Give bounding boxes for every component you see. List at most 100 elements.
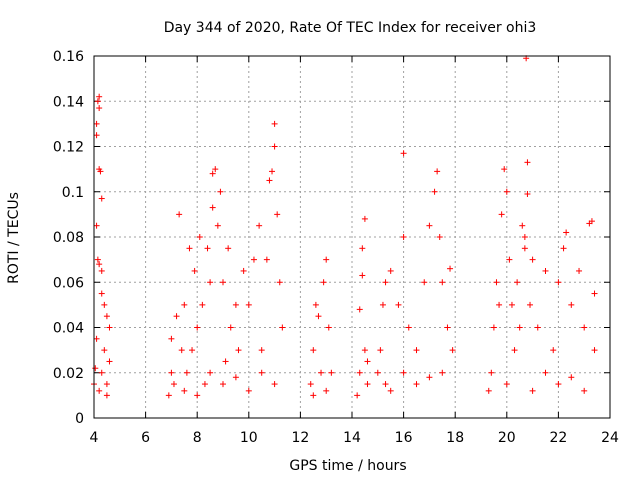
data-point bbox=[382, 381, 389, 388]
y-tick-label: 0.16 bbox=[53, 49, 84, 65]
data-point bbox=[591, 290, 598, 297]
data-point bbox=[527, 301, 534, 308]
data-point bbox=[439, 279, 446, 286]
data-point bbox=[503, 381, 510, 388]
x-axis-label: GPS time / hours bbox=[289, 458, 406, 474]
data-point bbox=[98, 195, 105, 202]
data-point bbox=[405, 324, 412, 331]
data-point bbox=[170, 381, 177, 388]
data-point bbox=[524, 159, 531, 166]
data-point bbox=[439, 369, 446, 376]
data-point bbox=[413, 347, 420, 354]
data-point bbox=[323, 256, 330, 263]
x-tick-label: 16 bbox=[395, 430, 413, 446]
data-point bbox=[209, 170, 216, 177]
x-tick-label: 10 bbox=[240, 430, 258, 446]
data-point bbox=[506, 256, 513, 263]
data-point bbox=[214, 222, 221, 229]
data-point bbox=[400, 234, 407, 240]
data-point bbox=[207, 369, 214, 376]
data-point bbox=[576, 267, 583, 274]
grid bbox=[94, 56, 610, 418]
data-point bbox=[534, 324, 541, 331]
data-point bbox=[94, 98, 101, 105]
data-point bbox=[568, 301, 575, 308]
x-tick-label: 8 bbox=[193, 430, 202, 446]
plot-frame bbox=[93, 55, 611, 419]
data-point bbox=[361, 347, 368, 354]
data-point bbox=[374, 369, 381, 376]
y-tick-label: 0.1 bbox=[62, 185, 84, 201]
data-point bbox=[436, 234, 443, 240]
data-point bbox=[400, 369, 407, 376]
data-point bbox=[431, 188, 438, 195]
data-point bbox=[382, 279, 389, 286]
data-point bbox=[96, 93, 103, 100]
data-point bbox=[449, 347, 456, 354]
y-tick-label: 0.02 bbox=[53, 366, 84, 382]
data-point bbox=[183, 369, 190, 376]
data-point bbox=[359, 245, 366, 252]
data-point bbox=[98, 290, 105, 297]
data-point bbox=[222, 358, 229, 365]
data-point bbox=[521, 245, 528, 252]
data-point bbox=[181, 301, 188, 308]
x-tick-label: 24 bbox=[601, 430, 619, 446]
data-point bbox=[101, 347, 108, 354]
data-point bbox=[271, 143, 278, 150]
data-point bbox=[379, 301, 386, 308]
data-point bbox=[400, 150, 407, 157]
data-point bbox=[498, 211, 505, 218]
data-point bbox=[225, 245, 232, 252]
data-point bbox=[269, 168, 276, 175]
x-tick-label: 14 bbox=[343, 430, 361, 446]
data-point bbox=[98, 369, 105, 376]
data-point bbox=[274, 211, 281, 218]
data-point bbox=[359, 272, 366, 279]
data-point bbox=[194, 392, 201, 399]
data-point bbox=[220, 381, 226, 388]
data-point bbox=[165, 392, 172, 399]
data-point bbox=[106, 324, 113, 331]
data-point bbox=[204, 245, 211, 252]
data-point bbox=[511, 347, 518, 354]
data-point bbox=[529, 387, 536, 394]
data-point bbox=[356, 369, 363, 376]
data-point bbox=[325, 324, 332, 331]
data-point bbox=[245, 387, 252, 394]
data-point bbox=[93, 335, 100, 342]
data-point bbox=[555, 381, 562, 388]
data-point bbox=[426, 374, 433, 381]
data-point bbox=[220, 279, 226, 286]
data-point bbox=[524, 191, 531, 198]
y-tick-label: 0.08 bbox=[53, 230, 84, 246]
data-point bbox=[354, 392, 361, 399]
data-point bbox=[542, 369, 549, 376]
y-tick-label: 0.12 bbox=[53, 140, 84, 156]
y-tick-label: 0.06 bbox=[53, 275, 84, 291]
data-point bbox=[98, 267, 105, 274]
data-point bbox=[207, 279, 214, 286]
data-point bbox=[568, 374, 575, 381]
data-point bbox=[315, 313, 322, 320]
data-point bbox=[232, 374, 239, 381]
data-point bbox=[328, 369, 335, 376]
x-tick-label: 6 bbox=[141, 430, 150, 446]
data-point bbox=[516, 324, 523, 331]
data-point bbox=[377, 347, 384, 354]
data-point bbox=[395, 301, 402, 308]
data-point bbox=[250, 256, 257, 263]
data-point bbox=[490, 324, 497, 331]
data-point bbox=[245, 301, 252, 308]
data-point bbox=[426, 222, 433, 229]
data-point bbox=[196, 234, 203, 240]
data-point bbox=[310, 392, 317, 399]
axis-ticks: 4 6 8 10 12 14 16 18 20 22 24 0 0.02 0.04 0.06 0.08 0.1 0… bbox=[53, 49, 619, 446]
data-point bbox=[555, 279, 562, 286]
data-point bbox=[227, 324, 234, 331]
data-point bbox=[96, 387, 103, 394]
data-point bbox=[591, 347, 598, 354]
data-point bbox=[103, 313, 110, 320]
